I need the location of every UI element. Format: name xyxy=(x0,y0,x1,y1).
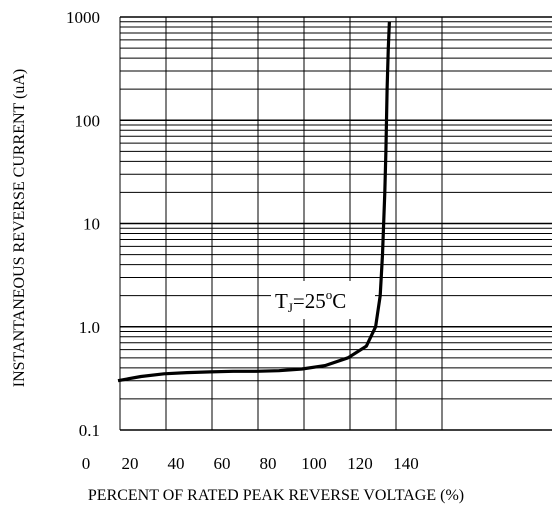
x-axis-label: PERCENT OF RATED PEAK REVERSE VOLTAGE (%… xyxy=(88,487,464,504)
x-tick-label: 80 xyxy=(260,454,277,473)
y-axis-label: INSTANTANEOUS REVERSE CURRENT (uA) xyxy=(11,69,28,387)
annotation-background xyxy=(271,281,375,319)
x-tick-label: 120 xyxy=(347,454,373,473)
x-tick-label: 60 xyxy=(214,454,231,473)
y-tick-label: 1.0 xyxy=(79,318,100,337)
y-tick-label: 1000 xyxy=(66,8,100,27)
curve-layer xyxy=(117,21,391,383)
temperature-annotation: TJ=25oC xyxy=(271,281,375,319)
y-tick-label: 0.1 xyxy=(79,421,100,440)
chart-grid xyxy=(119,16,552,431)
annotation-label: TJ=25oC xyxy=(275,287,346,315)
reverse-current-curve xyxy=(117,21,391,383)
y-tick-label: 10 xyxy=(83,215,100,234)
x-tick-label: 40 xyxy=(168,454,185,473)
y-tick-label: 100 xyxy=(75,111,101,130)
x-tick-labels: 0 20 40 60 80 100 120 140 xyxy=(82,454,419,473)
x-tick-label: 140 xyxy=(393,454,419,473)
x-tick-label: 100 xyxy=(301,454,327,473)
y-tick-labels: 1000 100 10 1.0 0.1 xyxy=(66,8,100,440)
x-tick-label: 0 xyxy=(82,454,91,473)
x-tick-label: 20 xyxy=(122,454,139,473)
